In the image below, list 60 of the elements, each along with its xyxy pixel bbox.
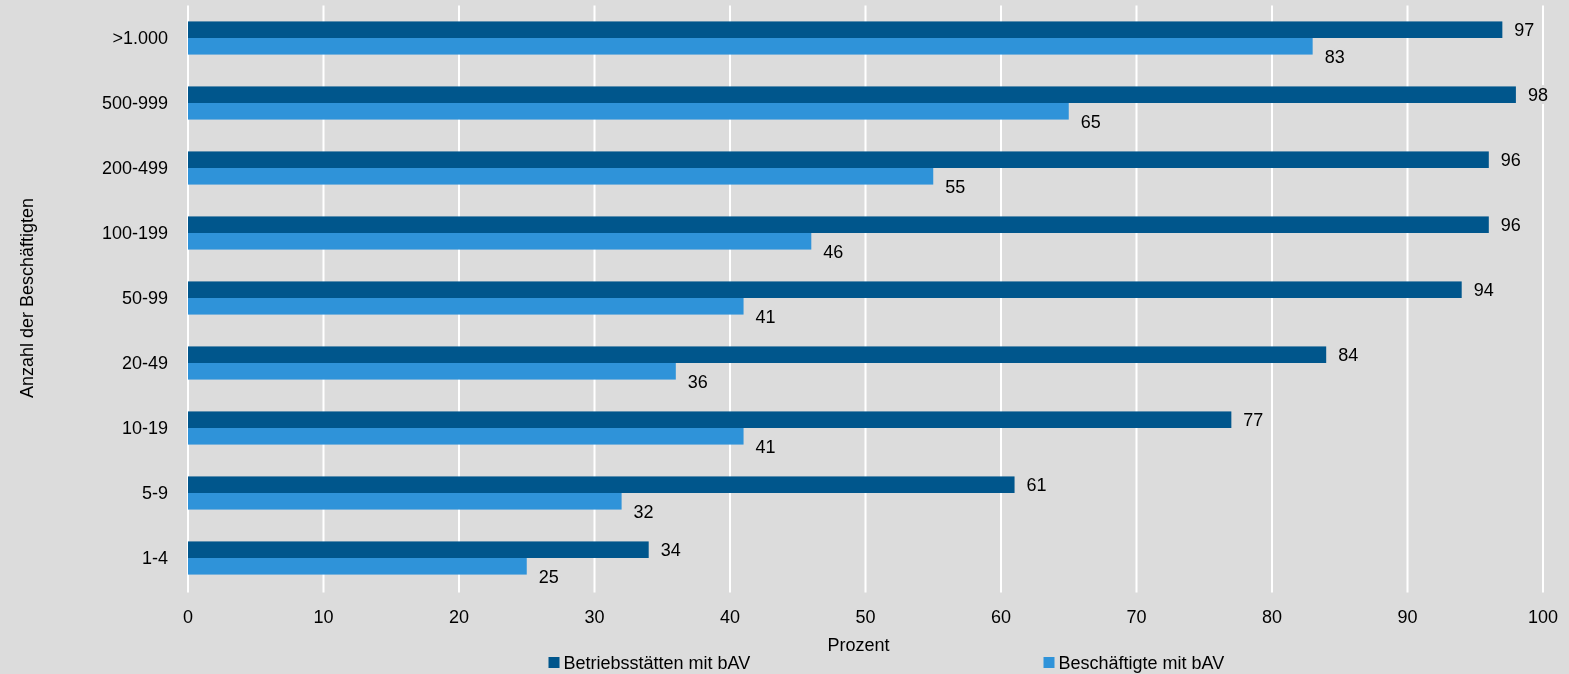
bar <box>188 103 1069 120</box>
data-label: 97 <box>1514 19 1535 40</box>
x-tick-label: 10 <box>313 606 334 627</box>
bar <box>188 216 1489 233</box>
x-tick-label: 20 <box>448 606 470 627</box>
bar <box>188 151 1489 168</box>
data-label: 84 <box>1338 344 1359 365</box>
bar <box>188 493 622 510</box>
data-label: 96 <box>1500 214 1521 235</box>
y-tick-label: 50-99 <box>121 288 168 308</box>
data-label: 83 <box>1324 47 1345 68</box>
y-tick-label: 200-499 <box>101 158 168 178</box>
data-label: 77 <box>1243 409 1264 430</box>
bar <box>188 558 527 575</box>
x-tick-label: 80 <box>1261 606 1283 627</box>
data-label: 34 <box>660 539 681 560</box>
data-label: 46 <box>823 242 844 263</box>
bar <box>188 541 649 558</box>
bar <box>188 346 1327 363</box>
y-axis-title: Anzahl der Beschäftigten <box>17 197 37 399</box>
y-tick-label: 10-19 <box>121 418 168 438</box>
data-label: 98 <box>1527 84 1548 105</box>
bar <box>188 363 676 380</box>
data-label: 32 <box>633 502 654 523</box>
bar <box>188 168 934 185</box>
data-label: 41 <box>755 307 776 328</box>
data-label: 96 <box>1500 149 1521 170</box>
data-label: 36 <box>687 372 708 393</box>
bar <box>188 428 744 445</box>
data-label: 41 <box>755 437 776 458</box>
y-tick-label: >1.000 <box>112 28 168 48</box>
bar <box>188 38 1313 55</box>
x-tick-label: 100 <box>1527 606 1559 627</box>
data-label: 94 <box>1473 279 1494 300</box>
y-tick-label: 20-49 <box>121 353 168 373</box>
x-axis-title: Prozent <box>827 635 890 655</box>
bar <box>188 411 1232 428</box>
y-tick-label: 1-4 <box>141 548 168 568</box>
y-tick-label: 500-999 <box>101 93 168 113</box>
y-tick-label: 5-9 <box>141 483 168 503</box>
data-label: 61 <box>1026 474 1047 495</box>
bar <box>188 233 812 250</box>
x-tick-label: 50 <box>855 606 876 627</box>
x-tick-label: 0 <box>182 606 194 627</box>
legend-label: Beschäftigte mit bAV <box>1058 653 1225 673</box>
x-tick-label: 90 <box>1397 606 1418 627</box>
data-label: 55 <box>945 177 966 198</box>
data-label: 25 <box>538 567 559 588</box>
bar <box>188 281 1462 298</box>
x-tick-label: 60 <box>990 606 1012 627</box>
y-tick-label: 100-199 <box>101 223 168 243</box>
bar <box>188 86 1516 103</box>
x-tick-label: 30 <box>584 606 605 627</box>
bar <box>188 476 1015 493</box>
data-label: 65 <box>1080 112 1101 133</box>
bar <box>188 21 1503 38</box>
legend-label: Betriebsstätten mit bAV <box>563 653 751 673</box>
bar <box>188 298 744 315</box>
x-tick-label: 40 <box>719 606 741 627</box>
x-tick-label: 70 <box>1126 606 1147 627</box>
